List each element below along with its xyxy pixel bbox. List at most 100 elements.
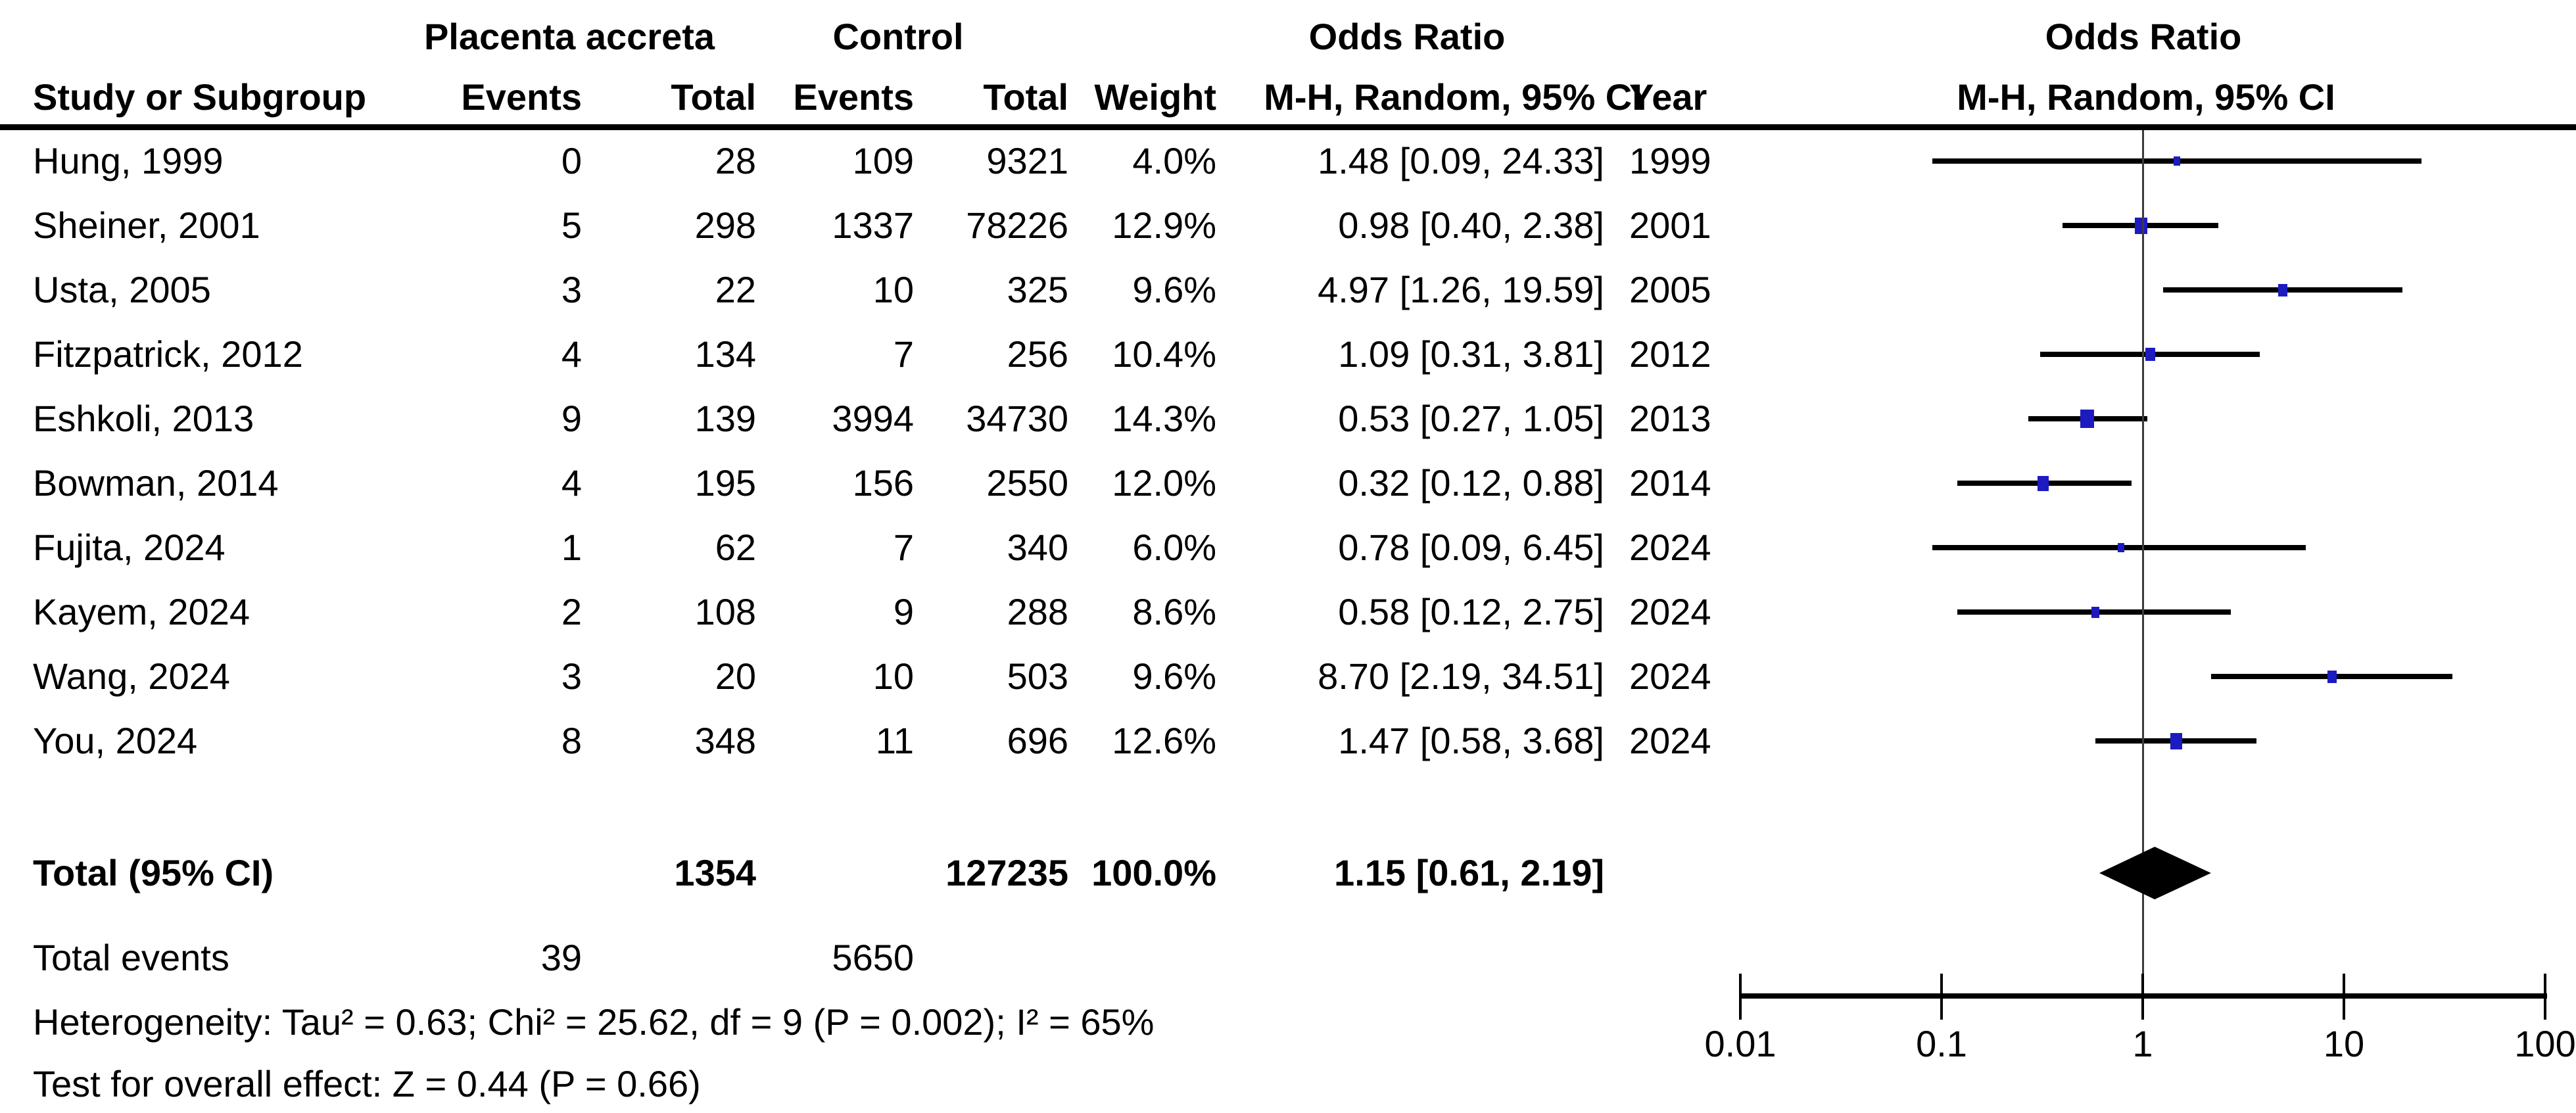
events2-column-header: Events xyxy=(793,76,914,118)
study-year: 2001 xyxy=(1629,204,1711,246)
study-ci-text: 1.47 [0.58, 3.68] xyxy=(1338,720,1604,761)
weight-square-marker xyxy=(2091,606,2099,618)
study-total-ctrl: 325 xyxy=(1007,269,1068,310)
study-events-exp: 0 xyxy=(561,140,582,181)
study-name: Bowman, 2014 xyxy=(33,462,279,504)
x-axis-tick-label: 10 xyxy=(2323,1023,2365,1064)
study-year: 2012 xyxy=(1629,333,1711,375)
study-ci-text: 4.97 [1.26, 19.59] xyxy=(1318,269,1604,310)
year-column-header: Year xyxy=(1629,76,1707,118)
study-events-exp: 5 xyxy=(561,204,582,246)
study-events-ctrl: 7 xyxy=(893,527,914,568)
total-row-label: Total (95% CI) xyxy=(33,852,274,893)
study-ci-text: 0.98 [0.40, 2.38] xyxy=(1338,204,1604,246)
study-total-ctrl: 256 xyxy=(1007,333,1068,375)
total-events-label: Total events xyxy=(33,937,229,978)
study-name: Kayem, 2024 xyxy=(33,591,250,632)
study-weight: 12.0% xyxy=(1112,462,1216,504)
study-name: You, 2024 xyxy=(33,720,198,761)
total-row-ci: 1.15 [0.61, 2.19] xyxy=(1334,852,1604,893)
total1-column-header: Total xyxy=(671,76,756,118)
study-weight: 14.3% xyxy=(1112,398,1216,439)
study-total-ctrl: 2550 xyxy=(986,462,1068,504)
weight-square-marker xyxy=(2174,156,2181,166)
study-ci-text: 0.32 [0.12, 0.88] xyxy=(1338,462,1604,504)
odds-ratio-plot-header: Odds Ratio xyxy=(2045,16,2242,57)
study-weight: 9.6% xyxy=(1132,655,1216,697)
study-name: Fitzpatrick, 2012 xyxy=(33,333,303,375)
study-name: Wang, 2024 xyxy=(33,655,230,697)
mh-ci-column-header: M-H, Random, 95% CI xyxy=(1264,76,1642,118)
study-total-exp: 28 xyxy=(715,140,756,181)
total-diamond-marker xyxy=(2099,847,2212,899)
study-year: 1999 xyxy=(1629,140,1711,181)
study-total-exp: 22 xyxy=(715,269,756,310)
study-total-exp: 298 xyxy=(694,204,756,246)
study-ci-text: 8.70 [2.19, 34.51] xyxy=(1318,655,1604,697)
study-weight: 10.4% xyxy=(1112,333,1216,375)
study-events-ctrl: 9 xyxy=(893,591,914,632)
group2-header: Control xyxy=(832,16,964,57)
study-ci-text: 0.53 [0.27, 1.05] xyxy=(1338,398,1604,439)
study-total-exp: 348 xyxy=(694,720,756,761)
study-events-ctrl: 1337 xyxy=(832,204,914,246)
study-total-ctrl: 340 xyxy=(1007,527,1068,568)
heterogeneity-text: Heterogeneity: Tau² = 0.63; Chi² = 25.62… xyxy=(33,1001,1155,1043)
study-events-exp: 9 xyxy=(561,398,582,439)
study-ci-text: 0.58 [0.12, 2.75] xyxy=(1338,591,1604,632)
study-total-exp: 20 xyxy=(715,655,756,697)
study-weight: 9.6% xyxy=(1132,269,1216,310)
header-rule xyxy=(0,124,2576,130)
weight-square-marker xyxy=(2118,543,2124,552)
mh-ci-plot-header: M-H, Random, 95% CI xyxy=(1957,76,2335,118)
x-axis-tick xyxy=(1940,974,1943,1020)
total-row-total2: 127235 xyxy=(945,852,1068,893)
odds-ratio-column-header: Odds Ratio xyxy=(1308,16,1506,57)
x-axis-tick xyxy=(2141,974,2144,1020)
study-events-ctrl: 11 xyxy=(875,720,914,761)
study-year: 2024 xyxy=(1629,655,1711,697)
study-weight: 12.6% xyxy=(1112,720,1216,761)
study-year: 2013 xyxy=(1629,398,1711,439)
study-events-exp: 4 xyxy=(561,462,582,504)
study-events-exp: 8 xyxy=(561,720,582,761)
overall-effect-text: Test for overall effect: Z = 0.44 (P = 0… xyxy=(33,1063,701,1104)
reference-line xyxy=(2142,130,2144,996)
study-name: Fujita, 2024 xyxy=(33,527,226,568)
weight-square-marker xyxy=(2080,410,2095,428)
study-total-exp: 134 xyxy=(694,333,756,375)
study-events-exp: 1 xyxy=(561,527,582,568)
study-name: Usta, 2005 xyxy=(33,269,211,310)
weight-square-marker xyxy=(2278,283,2288,296)
weight-square-marker xyxy=(2145,348,2155,361)
study-events-ctrl: 109 xyxy=(852,140,914,181)
study-events-exp: 3 xyxy=(561,269,582,310)
study-ci-text: 1.48 [0.09, 24.33] xyxy=(1318,140,1604,181)
study-ci-text: 0.78 [0.09, 6.45] xyxy=(1338,527,1604,568)
study-name: Sheiner, 2001 xyxy=(33,204,260,246)
x-axis-tick-label: 100 xyxy=(2514,1023,2576,1064)
weight-column-header: Weight xyxy=(1094,76,1216,118)
study-total-ctrl: 288 xyxy=(1007,591,1068,632)
total-row-total1: 1354 xyxy=(674,852,756,893)
x-axis-tick xyxy=(2544,974,2546,1020)
study-year: 2005 xyxy=(1629,269,1711,310)
study-total-exp: 139 xyxy=(694,398,756,439)
weight-square-marker xyxy=(2327,670,2337,683)
study-column-header: Study or Subgroup xyxy=(33,76,367,118)
weight-square-marker xyxy=(2038,475,2049,491)
study-events-exp: 4 xyxy=(561,333,582,375)
x-axis-tick-label: 1 xyxy=(2132,1023,2153,1064)
study-total-ctrl: 78226 xyxy=(966,204,1068,246)
x-axis-tick-label: 0.01 xyxy=(1704,1023,1777,1064)
study-total-exp: 62 xyxy=(715,527,756,568)
study-events-ctrl: 3994 xyxy=(832,398,914,439)
study-events-exp: 2 xyxy=(561,591,582,632)
total-events-ctrl: 5650 xyxy=(832,937,914,978)
weight-square-marker xyxy=(2134,217,2147,234)
study-year: 2024 xyxy=(1629,720,1711,761)
study-name: Eshkoli, 2013 xyxy=(33,398,254,439)
study-weight: 12.9% xyxy=(1112,204,1216,246)
total2-column-header: Total xyxy=(983,76,1068,118)
